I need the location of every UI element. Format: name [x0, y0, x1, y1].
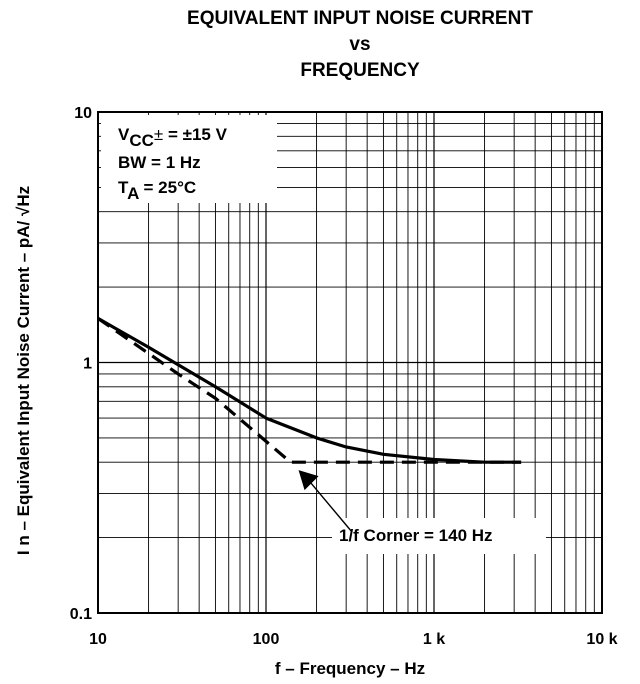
x-tick-label: 10 [89, 631, 107, 648]
y-tick-label: 10 [74, 105, 92, 122]
chart-title-line-1: EQUIVALENT INPUT NOISE CURRENT [187, 8, 533, 29]
chart-title-line-2: vs [349, 34, 371, 55]
y-axis-label: I n – Equivalent Input Noise Current – p… [14, 186, 33, 555]
plot-frame [97, 111, 603, 614]
x-tick-label: 100 [253, 631, 280, 648]
legend-vcc: VCC± = ±15 V [118, 125, 228, 150]
dashed-asymptote-line [97, 317, 522, 464]
legend-box [101, 115, 277, 203]
y-tick-label: 1 [83, 356, 92, 373]
annotation-label: 1/f Corner = 140 Hz [339, 526, 493, 545]
x-tick-label: 1 k [423, 631, 445, 648]
x-tick-label: 10 k [586, 631, 617, 648]
legend-ta: TA = 25°C [118, 178, 196, 203]
annotation-box [332, 518, 546, 554]
noise-current-curve [97, 317, 522, 464]
x-axis-label: f – Frequency – Hz [275, 659, 425, 678]
annotation-arrowhead [298, 470, 319, 491]
legend-bw: BW = 1 Hz [118, 153, 201, 172]
annotation-arrow-line [308, 479, 353, 533]
y-tick-label: 0.1 [70, 606, 92, 623]
chart-title-line-3: FREQUENCY [300, 60, 420, 81]
